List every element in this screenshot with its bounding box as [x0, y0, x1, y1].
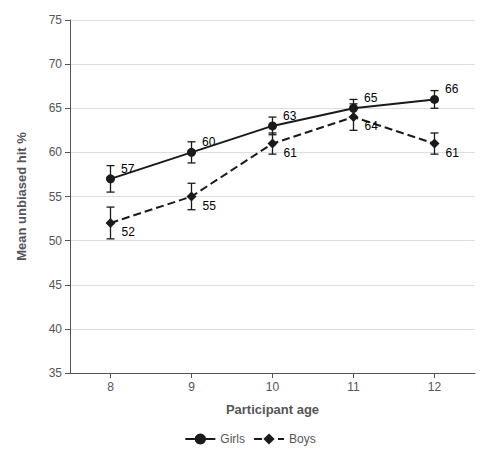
svg-text:61: 61 — [446, 146, 460, 160]
svg-text:65: 65 — [49, 101, 63, 115]
svg-text:60: 60 — [202, 135, 216, 149]
svg-text:65: 65 — [364, 91, 378, 105]
svg-text:45: 45 — [49, 278, 63, 292]
svg-text:55: 55 — [203, 199, 217, 213]
svg-text:61: 61 — [284, 146, 298, 160]
svg-text:55: 55 — [49, 190, 63, 204]
svg-text:66: 66 — [445, 82, 459, 96]
svg-text:Participant age: Participant age — [226, 402, 319, 417]
svg-text:10: 10 — [266, 380, 280, 394]
svg-text:50: 50 — [49, 234, 63, 248]
svg-text:57: 57 — [121, 162, 135, 176]
svg-text:60: 60 — [49, 145, 63, 159]
svg-text:63: 63 — [283, 109, 297, 123]
svg-text:9: 9 — [188, 380, 195, 394]
svg-text:64: 64 — [365, 119, 379, 133]
svg-text:70: 70 — [49, 57, 63, 71]
svg-text:Girls: Girls — [220, 432, 245, 446]
svg-text:Boys: Boys — [289, 432, 316, 446]
svg-text:35: 35 — [49, 366, 63, 380]
svg-text:75: 75 — [49, 13, 63, 27]
svg-text:12: 12 — [428, 380, 442, 394]
svg-text:40: 40 — [49, 322, 63, 336]
svg-text:52: 52 — [122, 225, 136, 239]
svg-text:11: 11 — [347, 380, 360, 394]
svg-text:8: 8 — [107, 380, 114, 394]
svg-text:Mean unbiased hit %: Mean unbiased hit % — [14, 132, 29, 261]
